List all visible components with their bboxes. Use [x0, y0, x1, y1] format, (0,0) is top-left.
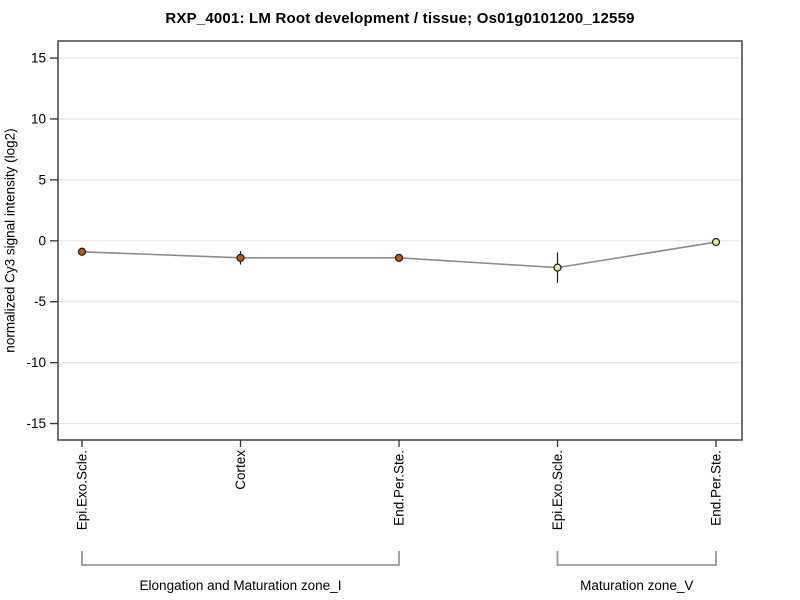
y-tick-label: -5 — [34, 294, 46, 309]
x-category-label: End.Per.Ste. — [709, 450, 724, 526]
group-label: Elongation and Maturation zone_I — [140, 578, 342, 593]
group-bracket — [81, 551, 400, 566]
y-tick-label: 5 — [38, 172, 46, 187]
group-bracket — [556, 551, 717, 566]
data-point — [394, 253, 404, 262]
x-category-label: Epi.Exo.Scle. — [75, 450, 90, 530]
y-tick-label: 0 — [38, 233, 46, 248]
data-point — [77, 247, 87, 256]
data-point — [236, 253, 245, 262]
y-tick-label: 10 — [31, 111, 46, 126]
data-point — [711, 237, 721, 247]
chart-title: RXP_4001: LM Root development / tissue; … — [165, 10, 635, 27]
data-point — [553, 263, 562, 272]
x-category-label: Epi.Exo.Scle. — [550, 450, 565, 530]
y-tick-label: 15 — [31, 51, 46, 66]
group-label: Maturation zone_V — [580, 578, 693, 593]
y-tick-label: -15 — [26, 416, 46, 431]
x-category-label: End.Per.Ste. — [392, 450, 407, 526]
y-tick-label: -10 — [26, 355, 46, 370]
x-category-label: Cortex — [233, 450, 248, 490]
